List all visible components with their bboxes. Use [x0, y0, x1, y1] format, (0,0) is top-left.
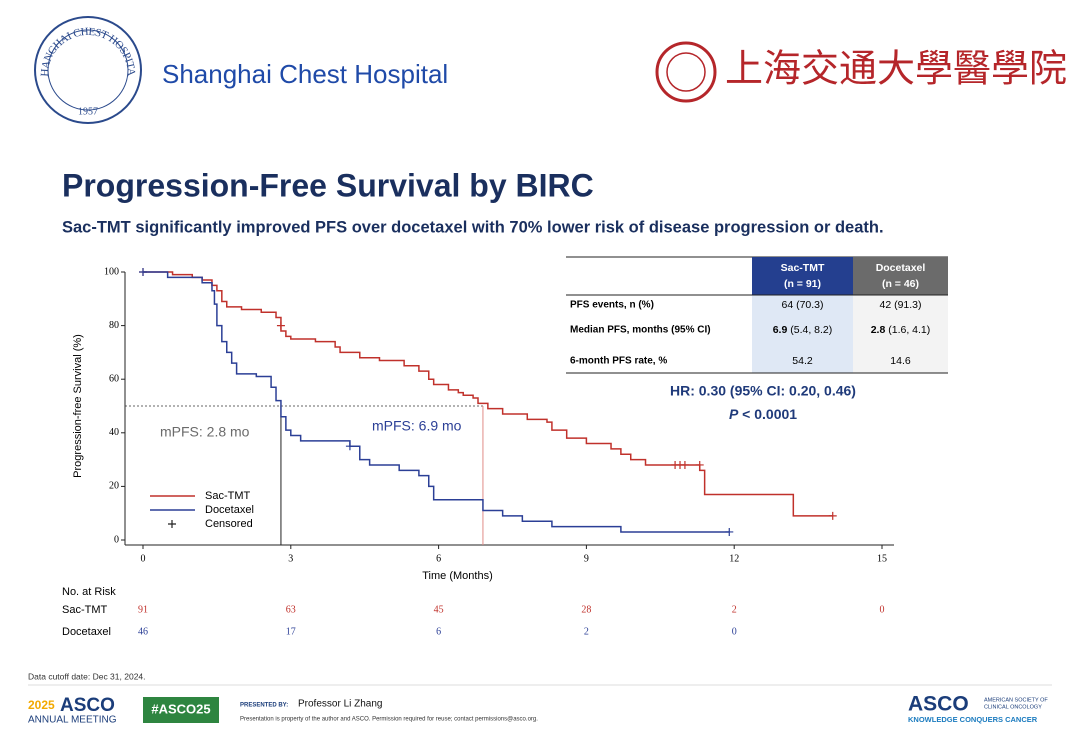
y-tick-label: 100 [104, 266, 119, 277]
slide-subtitle: Sac-TMT significantly improved PFS over … [62, 218, 884, 236]
cell: 54.2 [792, 355, 813, 367]
asco-year: 2025 [28, 698, 55, 712]
university-logo [655, 41, 717, 103]
x-tick-label: 6 [436, 553, 441, 564]
risk-row-label: Docetaxel [62, 626, 111, 638]
y-tick-label: 20 [109, 481, 119, 492]
y-tick-label: 80 [109, 320, 119, 331]
censor-mark [345, 442, 354, 451]
x-tick-label: 9 [584, 553, 589, 564]
slide-title: Progression-Free Survival by BIRC [62, 167, 594, 203]
row-label: 6-month PFS rate, % [570, 356, 667, 367]
society-logo: ASCO [908, 693, 969, 716]
cell-bold: 2.8 [871, 324, 886, 336]
cell: 42 (91.3) [879, 299, 921, 311]
survival-curve [143, 271, 833, 517]
censor-mark [139, 268, 147, 276]
legend-censor [168, 520, 176, 528]
cutoff-note: Data cutoff date: Dec 31, 2024. [28, 671, 146, 681]
legend-label: Censored [205, 518, 253, 530]
x-axis-label: Time (Months) [422, 570, 493, 582]
tagline: KNOWLEDGE CONQUERS CANCER [908, 715, 1038, 724]
hashtag-box [143, 697, 219, 723]
p-value: P < 0.0001 [729, 406, 797, 422]
legend-label: Docetaxel [205, 504, 254, 516]
column-shade [752, 295, 853, 373]
header-text: Docetaxel [876, 262, 926, 274]
x-tick-label: 12 [729, 553, 739, 564]
risk-row-label: Sac-TMT [62, 604, 108, 616]
cell-text: (1.6, 4.1) [888, 324, 930, 336]
header-text: Sac-TMT [781, 262, 825, 274]
society-name: AMERICAN SOCIETY OF [984, 697, 1048, 703]
y-tick-label: 40 [109, 427, 119, 438]
survival-curve [143, 271, 730, 533]
censor-mark [680, 460, 689, 469]
logo-ring [47, 29, 129, 111]
risk-count: 6 [436, 626, 441, 637]
censor-mark [725, 527, 734, 536]
cell: 64 (70.3) [781, 299, 823, 311]
x-tick-label: 3 [288, 553, 293, 564]
risk-count: 46 [138, 626, 148, 637]
university-logo [666, 52, 706, 92]
risk-count: 28 [581, 604, 591, 615]
disclaimer: Presentation is property of the author a… [240, 717, 538, 723]
header-cell [752, 257, 853, 295]
censor-mark [828, 511, 837, 520]
column-shade [853, 295, 948, 373]
row-label: PFS events, n (%) [570, 300, 654, 311]
risk-title: No. at Risk [62, 586, 116, 598]
presenter: Professor Li Zhang [298, 699, 383, 710]
header-cell [853, 257, 948, 295]
annual-meeting: ANNUAL MEETING [28, 715, 117, 726]
censor-mark [276, 321, 285, 330]
cell-bold: 6.9 [773, 324, 788, 336]
results-table: Sac-TMT (n = 91) Docetaxel (n = 46) PFS even… [566, 256, 948, 374]
median-annotation: mPFS: 6.9 mo [372, 418, 462, 434]
risk-count: 45 [434, 604, 444, 615]
logo-ring [34, 16, 142, 124]
cell-text: (5.4, 8.2) [790, 324, 832, 336]
y-tick-label: 0 [114, 534, 119, 545]
x-tick-label: 15 [877, 553, 887, 564]
society-name: CLINICAL ONCOLOGY [984, 704, 1042, 710]
header-text: (n = 46) [882, 278, 919, 290]
hashtag: #ASCO25 [151, 701, 210, 716]
university-name: 上海交通大學醫學院 [725, 49, 1067, 91]
median-annotation: mPFS: 2.8 mo [160, 424, 250, 440]
logo-year: 1957 [78, 106, 98, 117]
y-axis-label: Progression-free Survival (%) [72, 334, 84, 478]
row-label: Median PFS, months (95% CI) [570, 325, 711, 336]
cell: 2.8 (1.6, 4.1) [871, 324, 931, 336]
risk-count: 17 [286, 626, 296, 637]
asco-wordmark: ASCO [60, 695, 115, 716]
cell: 6.9 (5.4, 8.2) [773, 324, 833, 336]
p-text: < 0.0001 [742, 406, 797, 422]
risk-count: 0 [880, 604, 885, 615]
hospital-name: Shanghai Chest Hospital [162, 59, 448, 89]
risk-count: 63 [286, 604, 296, 615]
header-text: (n = 91) [784, 278, 821, 290]
y-tick-label: 60 [109, 373, 119, 384]
p-symbol: P [729, 406, 739, 422]
legend-label: Sac-TMT [205, 490, 251, 502]
risk-count: 91 [138, 604, 148, 615]
presented-by: PRESENTED BY: [240, 703, 288, 709]
risk-count: 2 [584, 626, 589, 637]
risk-count: 0 [732, 626, 737, 637]
censor-mark [695, 460, 704, 469]
cell: 14.6 [890, 355, 911, 367]
risk-count: 2 [732, 604, 737, 615]
x-tick-label: 0 [141, 553, 146, 564]
hazard-ratio: HR: 0.30 (95% CI: 0.20, 0.46) [670, 383, 856, 399]
